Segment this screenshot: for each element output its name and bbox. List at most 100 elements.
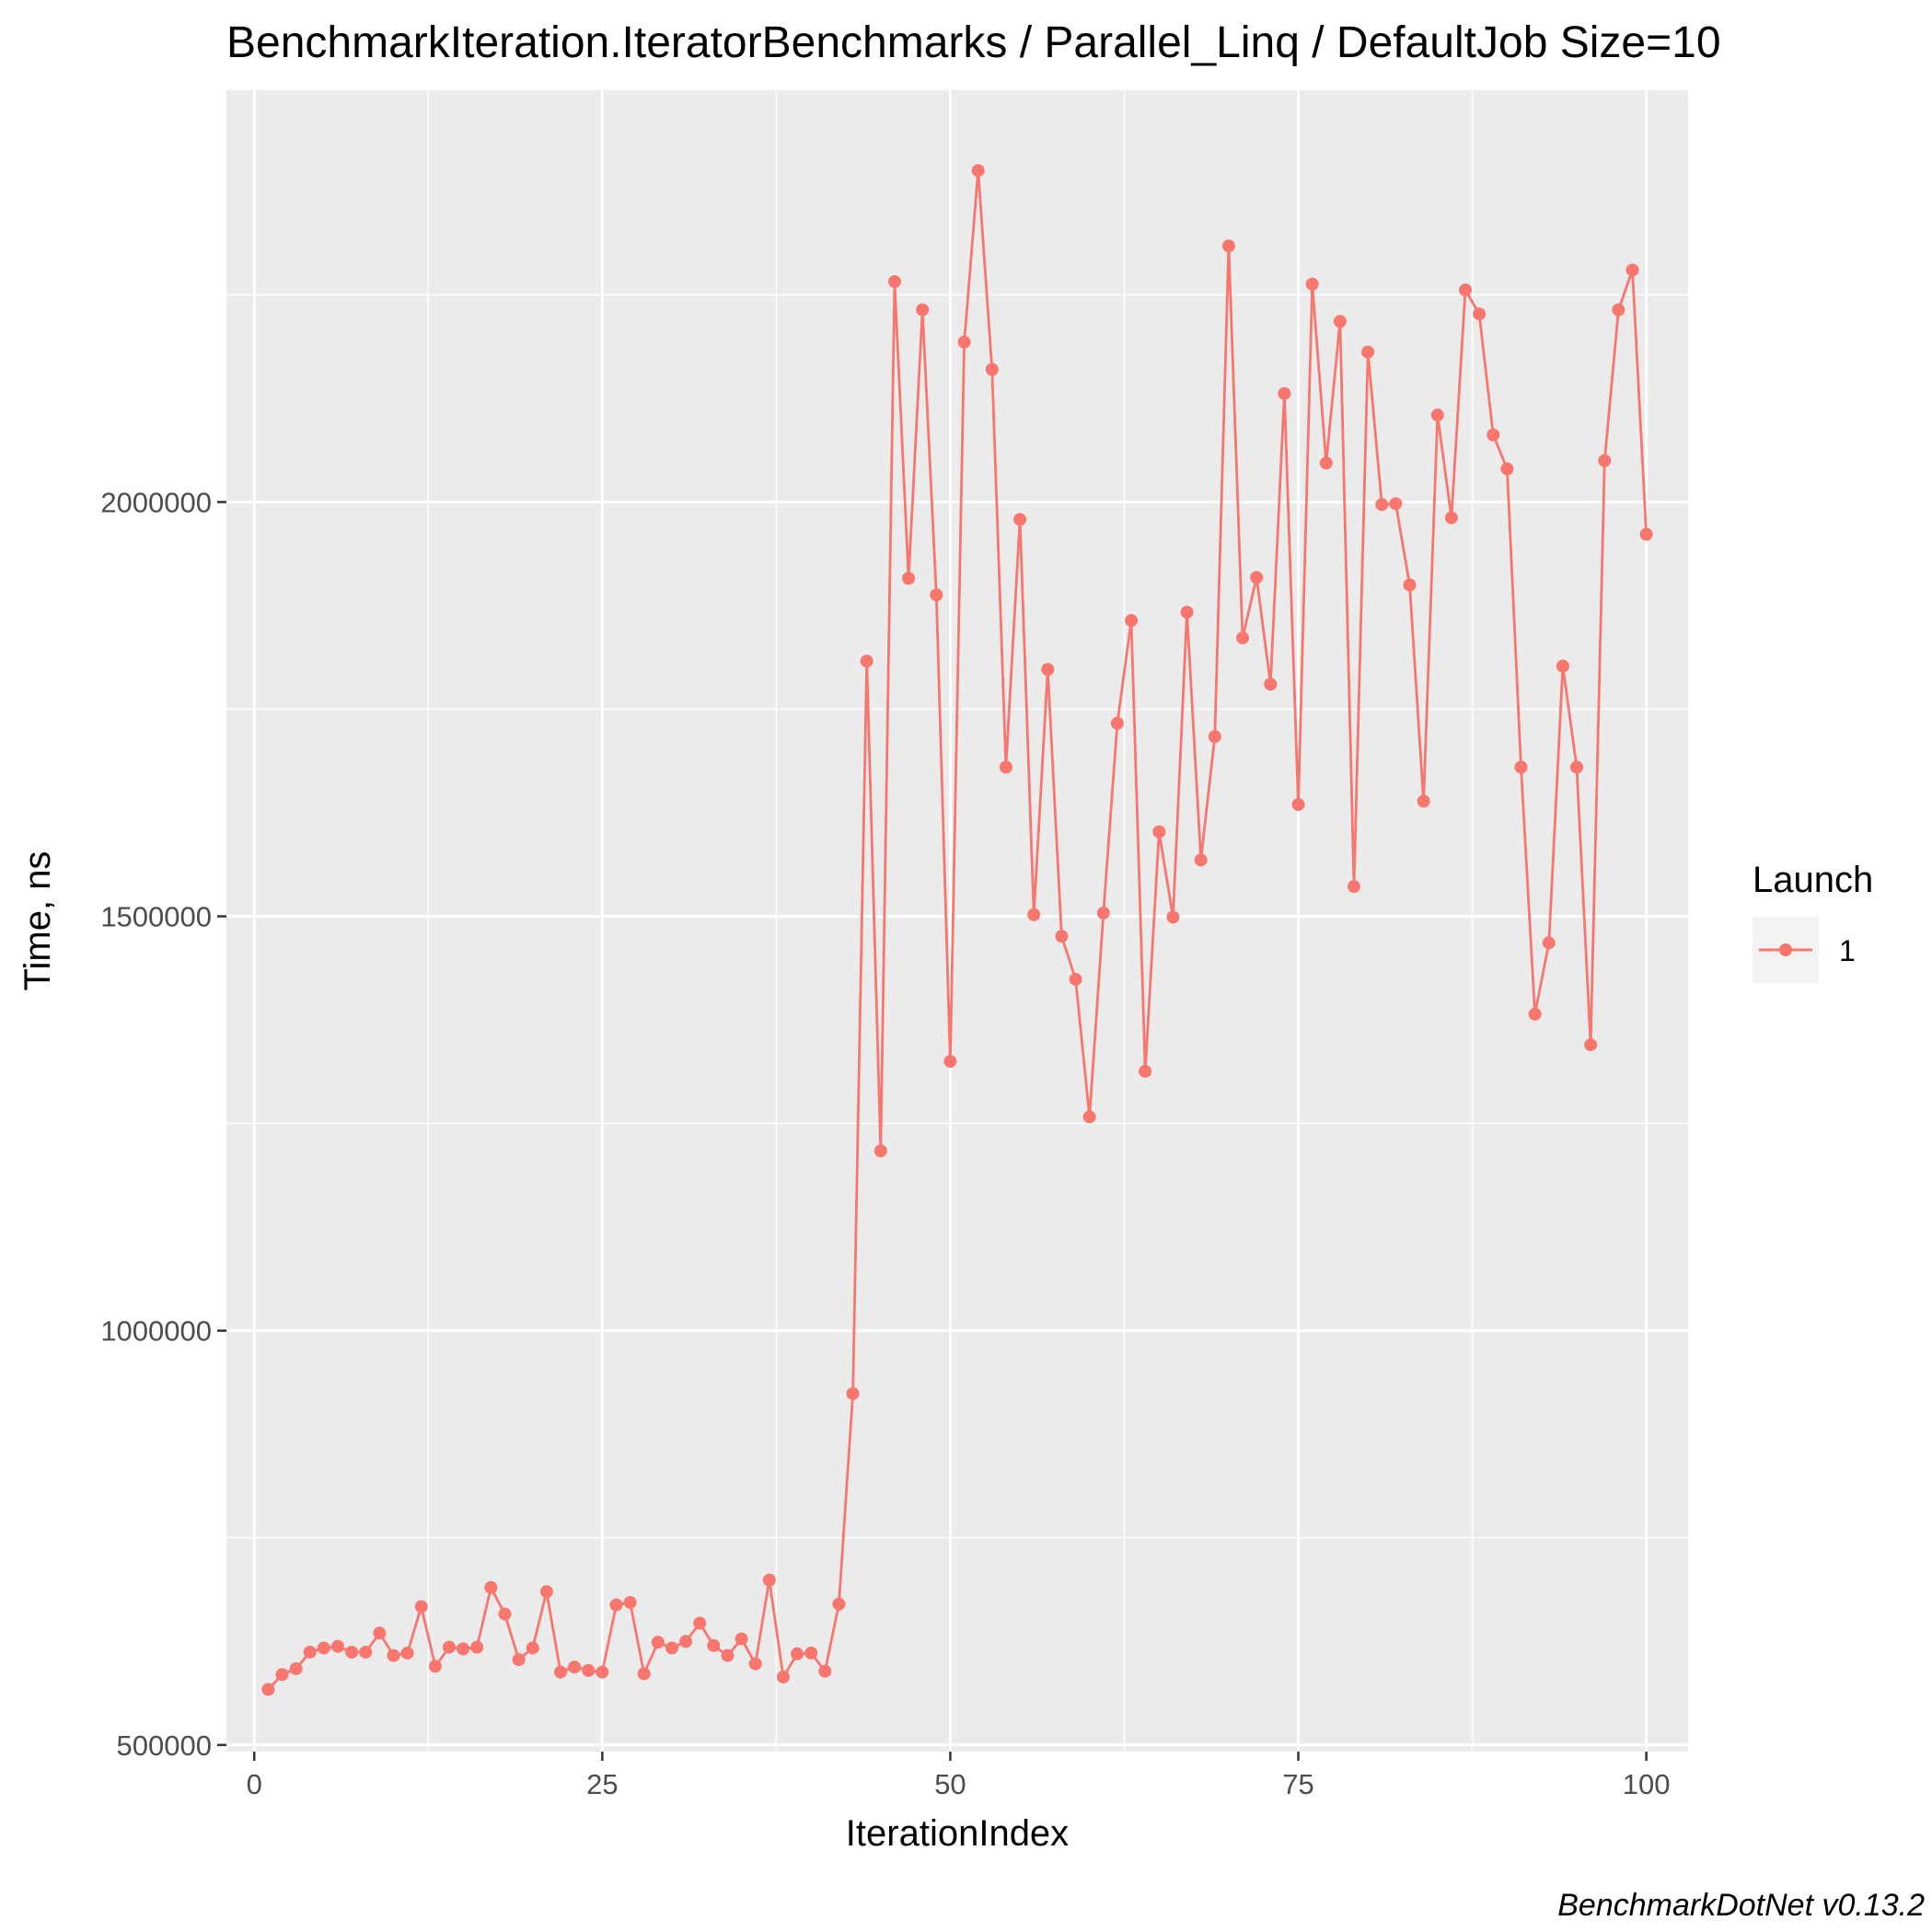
plot-panel (226, 90, 1688, 1752)
data-point (539, 1585, 553, 1599)
x-tick-label: 75 (1282, 1768, 1313, 1800)
data-point (1389, 497, 1403, 511)
data-point (1556, 659, 1569, 673)
data-point (484, 1580, 498, 1594)
legend-label-1: 1 (1839, 934, 1856, 967)
data-point (623, 1595, 637, 1609)
y-tick-label: 500000 (117, 1730, 212, 1762)
legend-title: Launch (1753, 860, 1873, 900)
x-tick-label: 100 (1623, 1768, 1671, 1800)
caption: BenchmarkDotNet v0.13.2 (1557, 1888, 1925, 1923)
legend: Launch 1 (1753, 860, 1873, 983)
data-point (832, 1597, 846, 1611)
data-point (317, 1641, 330, 1655)
data-point (735, 1632, 748, 1646)
data-point (1333, 315, 1347, 329)
data-point (1208, 730, 1221, 744)
data-point (414, 1600, 428, 1614)
x-axis: 0 25 50 75 100 (247, 1752, 1671, 1800)
data-point (1221, 239, 1235, 253)
data-point (985, 363, 999, 376)
data-point (303, 1645, 317, 1659)
data-point (957, 335, 971, 349)
data-point (999, 760, 1012, 774)
data-point (930, 588, 943, 602)
data-point (804, 1646, 818, 1660)
data-point (902, 572, 916, 585)
data-point (526, 1641, 539, 1655)
data-point (1584, 1038, 1598, 1052)
data-point (943, 1055, 957, 1069)
data-point (609, 1598, 623, 1612)
data-point (1180, 606, 1194, 619)
data-point (1194, 853, 1208, 867)
data-point (1055, 930, 1069, 943)
data-point (1264, 677, 1278, 691)
data-point (442, 1640, 456, 1654)
major-gridlines (226, 90, 1688, 1752)
data-point (330, 1639, 344, 1653)
data-point (818, 1664, 832, 1678)
x-tick-label: 25 (586, 1768, 618, 1800)
data-point (1291, 798, 1305, 812)
data-point (457, 1642, 470, 1656)
data-point (1612, 303, 1625, 317)
data-point (1500, 462, 1514, 476)
data-point (860, 654, 873, 668)
data-point (1110, 716, 1124, 730)
data-point (1417, 794, 1430, 808)
data-point (345, 1645, 359, 1659)
data-point (596, 1665, 609, 1679)
data-point (1514, 760, 1528, 774)
data-point (1444, 511, 1458, 525)
data-point (1348, 880, 1361, 894)
data-point (665, 1641, 678, 1655)
data-point (1096, 906, 1110, 920)
data-point (707, 1638, 721, 1652)
data-point (693, 1616, 707, 1630)
data-point (637, 1667, 651, 1681)
data-point (1319, 457, 1333, 470)
x-tick-label: 0 (247, 1768, 262, 1800)
data-point (1027, 908, 1041, 921)
series-line (267, 168, 1648, 1691)
y-axis-title: Time, ns (17, 851, 58, 991)
legend-key-point (1779, 943, 1792, 956)
data-point (582, 1663, 596, 1677)
data-point (553, 1665, 567, 1679)
data-point (1013, 513, 1027, 526)
data-point (1250, 571, 1264, 584)
data-point (748, 1657, 762, 1671)
data-point (679, 1635, 693, 1649)
data-point (1152, 825, 1166, 839)
data-point (971, 164, 985, 178)
data-point (1236, 631, 1250, 645)
data-point (1542, 936, 1556, 950)
data-point (498, 1607, 512, 1621)
data-point (1403, 578, 1417, 592)
series-layer (261, 164, 1653, 1696)
data-point (846, 1387, 860, 1401)
data-point (1041, 663, 1055, 677)
minor-gridlines (226, 90, 1688, 1752)
x-tick-label: 50 (934, 1768, 966, 1800)
data-point (275, 1668, 289, 1682)
data-point (776, 1670, 790, 1683)
chart-title: BenchmarkIteration.IteratorBenchmarks / … (226, 18, 1721, 67)
y-tick-label: 1500000 (100, 901, 212, 933)
data-point (359, 1645, 373, 1659)
x-axis-title: IterationIndex (846, 1813, 1069, 1854)
data-point (1125, 614, 1139, 628)
data-point (373, 1626, 387, 1640)
data-point (1069, 972, 1082, 986)
data-point (428, 1660, 442, 1673)
data-point (261, 1683, 275, 1696)
data-point (1375, 498, 1389, 512)
data-point (1430, 408, 1444, 422)
data-point (873, 1144, 887, 1158)
data-point (791, 1647, 804, 1660)
data-point (1473, 307, 1487, 321)
data-point (1139, 1064, 1152, 1078)
data-point (1278, 387, 1291, 400)
